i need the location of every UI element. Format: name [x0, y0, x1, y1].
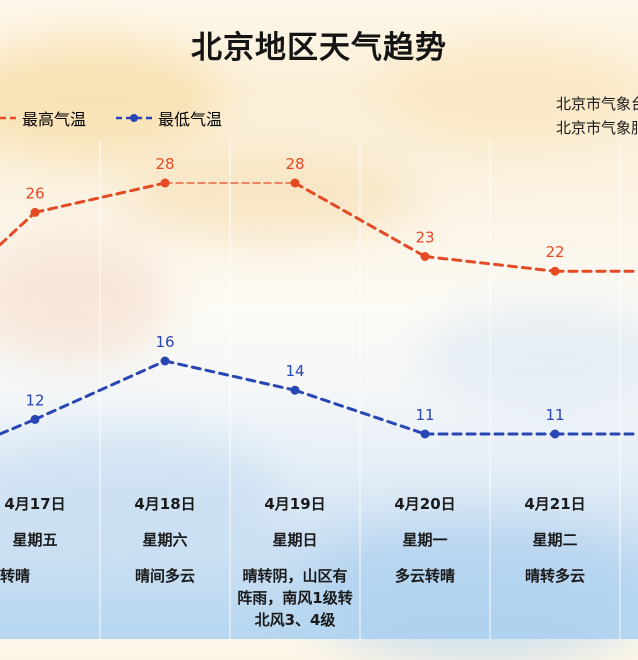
day-weekday: 星期六	[142, 531, 188, 549]
high-label: 28	[285, 155, 304, 173]
low-label: 14	[285, 362, 304, 380]
legend-low: 最低气温	[116, 106, 222, 130]
high-label: 22	[545, 243, 564, 261]
low-point	[420, 429, 430, 439]
low-label: 11	[545, 406, 564, 424]
day-date: 4月21日	[524, 495, 586, 513]
high-label: 28	[155, 155, 174, 173]
day-weekday: 星期二	[532, 531, 578, 549]
low-point	[550, 429, 560, 439]
high-line-segment	[423, 255, 557, 273]
legend-high-swatch	[0, 116, 16, 120]
day-weather: 晴间多云	[134, 567, 195, 585]
day-date: 4月20日	[394, 495, 456, 513]
low-point	[30, 414, 40, 424]
high-point	[30, 207, 40, 217]
high-line-segment	[0, 210, 37, 247]
day-column: 4月20日星期一多云转晴	[360, 493, 490, 639]
temperature-chart: 26 28 28 23 22 12 16 14 11 11	[0, 155, 638, 439]
day-weather: 多云转晴	[0, 567, 31, 585]
day-column: 4月18日星期六晴间多云	[100, 493, 230, 639]
day-column: 4月17日星期五多云转晴	[0, 493, 100, 639]
high-line-segment	[293, 181, 427, 258]
day-date: 4月19日	[264, 495, 326, 513]
low-line-segment	[293, 388, 427, 436]
low-label: 11	[415, 406, 434, 424]
high-point	[290, 178, 300, 188]
page-title: 北京地区天气趋势	[191, 30, 447, 66]
day-weekday: 星期一	[402, 531, 448, 549]
day-weekday: 星期五	[12, 531, 58, 549]
low-label: 12	[25, 391, 44, 409]
source-line-2: 北京市气象服	[555, 119, 638, 137]
source-line-1: 北京市气象台	[555, 95, 638, 113]
low-point	[290, 385, 300, 395]
low-line-segment	[163, 359, 297, 392]
high-point	[550, 266, 560, 276]
day-weather: 晴转阴，山区有阵雨，南风1级转北风3、4级	[237, 567, 353, 629]
high-label: 23	[415, 229, 434, 247]
day-column: 4月21日星期二晴转多云	[490, 493, 620, 639]
low-line-segment	[0, 417, 37, 436]
high-label: 26	[25, 184, 44, 202]
day-weather: 晴转多云	[524, 567, 585, 585]
high-point	[420, 252, 430, 261]
high-line-segment	[33, 181, 167, 214]
high-point	[160, 178, 170, 188]
day-weather: 多云转晴	[394, 567, 455, 585]
low-label: 16	[155, 333, 174, 351]
legend-low-label: 最低气温	[158, 110, 223, 129]
legend-high: 最高气温	[0, 106, 86, 130]
day-date: 4月17日	[4, 495, 66, 513]
day-column: 4月19日星期日晴转阴，山区有阵雨，南风1级转北风3、4级	[230, 493, 360, 639]
low-point	[160, 356, 170, 366]
legend-high-label: 最高气温	[22, 110, 87, 129]
day-weekday: 星期日	[272, 531, 318, 549]
low-line-segment	[33, 359, 167, 421]
day-date: 4月18日	[134, 495, 196, 513]
legend-low-swatch	[116, 114, 152, 122]
